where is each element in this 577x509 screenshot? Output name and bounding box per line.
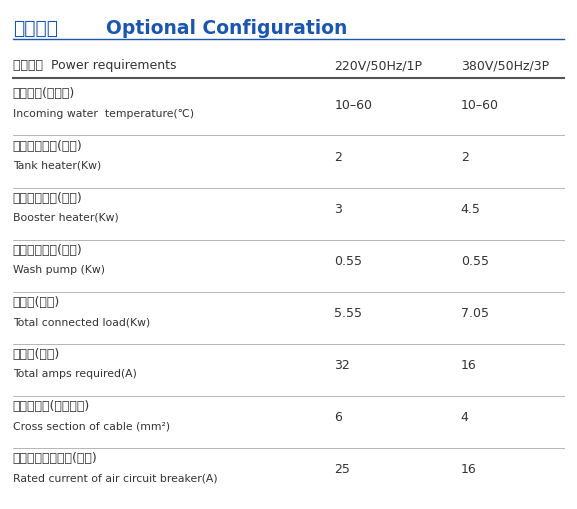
- Text: 水槽加热功率(千瓦): 水槽加热功率(千瓦): [13, 139, 83, 153]
- Text: Optional Configuration: Optional Configuration: [93, 19, 347, 38]
- Text: 4: 4: [461, 411, 469, 424]
- Text: 进水温度(摄氏度): 进水温度(摄氏度): [13, 88, 75, 100]
- Text: 25: 25: [335, 463, 350, 476]
- Text: 0.55: 0.55: [461, 255, 489, 268]
- Text: 16: 16: [461, 359, 477, 372]
- Text: 5.55: 5.55: [335, 307, 362, 320]
- Text: 16: 16: [461, 463, 477, 476]
- Text: Total amps required(A): Total amps required(A): [13, 369, 137, 379]
- Text: 10–60: 10–60: [335, 99, 372, 112]
- Text: 3: 3: [335, 203, 342, 216]
- Text: 380V/50Hz/3P: 380V/50Hz/3P: [461, 59, 549, 72]
- Text: Total connected load(Kw): Total connected load(Kw): [13, 317, 150, 327]
- Text: 4.5: 4.5: [461, 203, 481, 216]
- Text: 2: 2: [335, 151, 342, 164]
- Text: 220V/50Hz/1P: 220V/50Hz/1P: [335, 59, 422, 72]
- Text: 空气开关额定电流(安培): 空气开关额定电流(安培): [13, 452, 98, 465]
- Text: 电源要求  Power requirements: 电源要求 Power requirements: [13, 59, 177, 72]
- Text: Booster heater(Kw): Booster heater(Kw): [13, 213, 119, 223]
- Text: 电源线截面(平方毫米): 电源线截面(平方毫米): [13, 400, 90, 413]
- Text: Tank heater(Kw): Tank heater(Kw): [13, 161, 101, 171]
- Text: 2: 2: [461, 151, 469, 164]
- Text: 0.55: 0.55: [335, 255, 362, 268]
- Text: 可选配置: 可选配置: [13, 19, 58, 38]
- Text: Cross section of cable (mm²): Cross section of cable (mm²): [13, 421, 170, 431]
- Text: 总电流(安培): 总电流(安培): [13, 348, 60, 361]
- Text: 32: 32: [335, 359, 350, 372]
- Text: 6: 6: [335, 411, 342, 424]
- Text: 清洗水泵功率(千瓦): 清洗水泵功率(千瓦): [13, 244, 83, 257]
- Text: 总功率(千瓦): 总功率(千瓦): [13, 296, 60, 309]
- Text: 10–60: 10–60: [461, 99, 499, 112]
- Text: Wash pump (Kw): Wash pump (Kw): [13, 265, 105, 275]
- Text: Rated current of air circuit breaker(A): Rated current of air circuit breaker(A): [13, 473, 218, 483]
- Text: 7.05: 7.05: [461, 307, 489, 320]
- Text: 漂洗加热功率(千瓦): 漂洗加热功率(千瓦): [13, 191, 83, 205]
- Text: Incoming water  temperature(℃): Incoming water temperature(℃): [13, 109, 194, 119]
